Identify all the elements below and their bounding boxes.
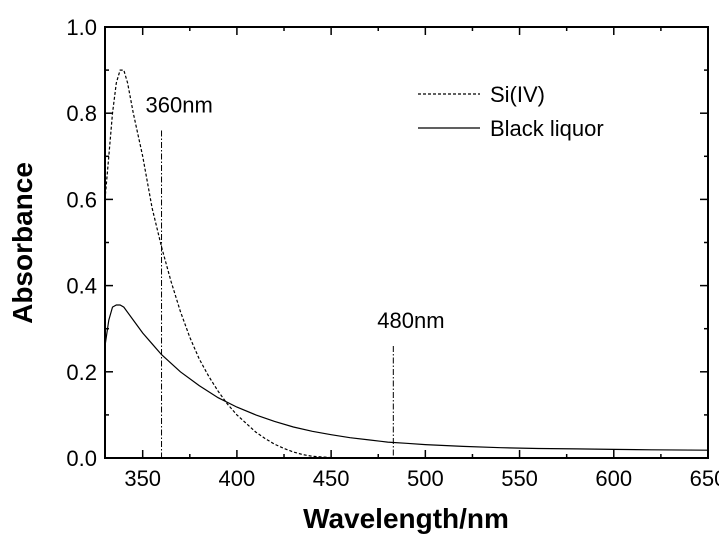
- x-tick-label: 500: [407, 466, 444, 491]
- y-tick-label: 0.0: [66, 446, 97, 471]
- y-tick-label: 0.2: [66, 360, 97, 385]
- x-tick-label: 450: [313, 466, 350, 491]
- y-tick-label: 1.0: [66, 15, 97, 40]
- y-axis-title: Absorbance: [7, 162, 38, 324]
- y-tick-label: 0.8: [66, 101, 97, 126]
- y-tick-label: 0.4: [66, 274, 97, 299]
- annotation-label: 480nm: [377, 308, 444, 333]
- legend: Si(IV) Black liquor: [418, 82, 604, 141]
- x-axis-title: Wavelength/nm: [303, 503, 509, 534]
- legend-label-si-iv: Si(IV): [490, 82, 545, 107]
- y-tick-label: 0.6: [66, 187, 97, 212]
- x-tick-label: 600: [595, 466, 632, 491]
- x-tick-label: 650: [690, 466, 719, 491]
- x-tick-label: 550: [501, 466, 538, 491]
- tick-labels: 350 400 450 500 550 600 650 0.0 0.2 0.4 0.6 0.8 1.0: [66, 15, 719, 491]
- axis-ticks: [105, 26, 709, 459]
- series-line-1: [104, 304, 709, 451]
- x-tick-label: 400: [219, 466, 256, 491]
- legend-label-black-liquor: Black liquor: [490, 116, 604, 141]
- series-group: [104, 69, 709, 459]
- annotations: 360nm 480nm: [146, 92, 445, 458]
- series-line-0: [104, 69, 351, 459]
- annotation-label: 360nm: [146, 92, 213, 117]
- x-tick-label: 350: [124, 466, 161, 491]
